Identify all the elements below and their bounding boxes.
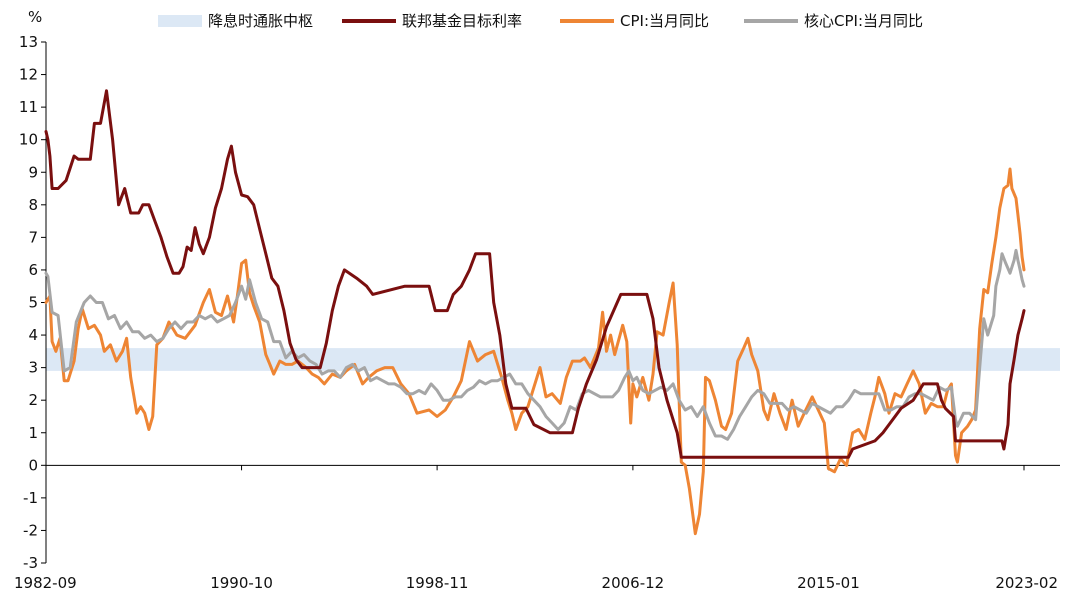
y-tick-label: 12 <box>19 66 38 84</box>
x-tick-label: 1990-10 <box>210 574 273 592</box>
y-tick-label: -3 <box>23 554 38 572</box>
legend-swatch-band <box>158 15 202 27</box>
y-tick-label: -1 <box>23 489 38 507</box>
y-tick-label: 7 <box>28 228 38 246</box>
y-tick-label: -2 <box>23 521 38 539</box>
x-tick-label: 2023-02 <box>995 574 1058 592</box>
legend-label-1: 联邦基金目标利率 <box>402 12 522 30</box>
band-layer <box>46 348 1060 371</box>
y-tick-label: 10 <box>19 131 38 149</box>
y-axis-unit-label: % <box>28 8 42 26</box>
y-tick-label: 3 <box>28 359 38 377</box>
x-tick-label: 2015-01 <box>797 574 860 592</box>
y-tick-label: 8 <box>28 196 38 214</box>
y-tick-label: 4 <box>28 326 38 344</box>
inflation-center-band <box>46 348 1060 371</box>
legend-label-3: 核心CPI:当月同比 <box>804 12 923 30</box>
legend-label-2: CPI:当月同比 <box>620 12 709 30</box>
x-tick-label: 1982-09 <box>14 574 77 592</box>
series-layer <box>44 89 1026 536</box>
x-tick-label: 1998-11 <box>406 574 469 592</box>
y-tick-label: 2 <box>28 391 38 409</box>
series-line-2 <box>44 248 1026 441</box>
legend: 降息时通胀中枢 联邦基金目标利率 CPI:当月同比 核心CPI:当月同比 <box>158 12 923 30</box>
y-tick-label: 5 <box>28 294 38 312</box>
y-tick-label: 13 <box>19 33 38 51</box>
series-line-0 <box>44 89 1026 459</box>
x-tick-label: 2006-12 <box>602 574 665 592</box>
y-tick-label: 1 <box>28 424 38 442</box>
y-tick-label: 0 <box>28 456 38 474</box>
y-tick-label: 9 <box>28 163 38 181</box>
series-line-1 <box>44 167 1026 536</box>
legend-label-0: 降息时通胀中枢 <box>208 12 313 30</box>
y-tick-label: 6 <box>28 261 38 279</box>
y-tick-label: 11 <box>19 98 38 116</box>
